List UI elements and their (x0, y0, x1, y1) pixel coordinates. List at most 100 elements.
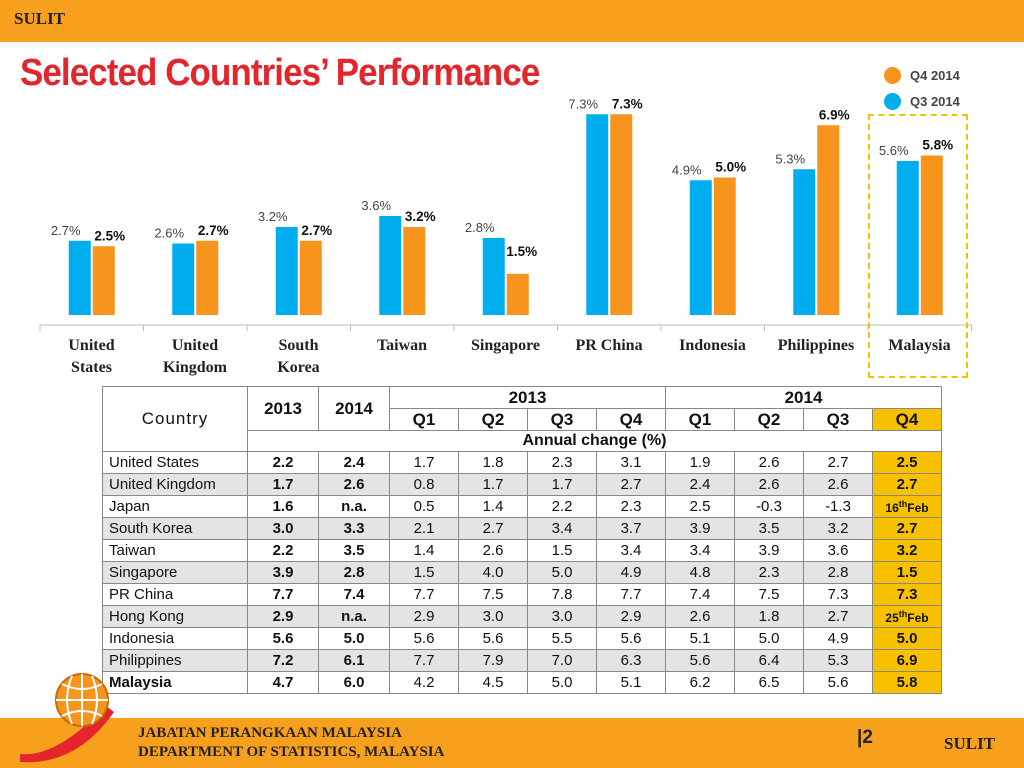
year-2014-header: 2014 (318, 386, 390, 431)
annual-2014-cell: n.a. (318, 605, 390, 628)
quarter-value-cell: 5.1 (665, 627, 735, 650)
quarter-value-cell: 2.8 (803, 561, 873, 584)
quarter-value-cell: 7.8 (527, 583, 597, 606)
bar-q3-2014 (379, 216, 402, 315)
quarter-value-cell: 1.7 (458, 473, 528, 496)
quarter-value-cell: 2.6 (458, 539, 528, 562)
q4-2014-cell: 2.7 (872, 517, 942, 540)
quarter-value-cell: 1.8 (458, 451, 528, 474)
quarter-value-cell: 1.8 (734, 605, 804, 628)
classification-label: SULIT (14, 9, 66, 28)
category-label: Taiwan (376, 337, 428, 354)
legend-label-q4: Q4 2014 (910, 67, 960, 83)
bar-q4-2014 (610, 114, 633, 315)
quarter-value-cell: 1.5 (389, 561, 459, 584)
legend-swatch-q4 (884, 66, 901, 84)
data-label-q4-2014: 5.8% (922, 138, 953, 153)
quarter-value-cell: 3.4 (665, 539, 735, 562)
department-name-english: DEPARTMENT OF STATISTICS, MALAYSIA (138, 744, 445, 760)
q4-2014-cell: 6.9 (872, 649, 942, 672)
data-label-q4-2014: 2.5% (94, 228, 125, 243)
quarter-value-cell: 6.4 (734, 649, 804, 672)
annual-2013-cell: 3.9 (247, 561, 319, 584)
quarter-value-cell: 2.2 (527, 495, 597, 518)
data-label-q3-2014: 2.8% (465, 220, 495, 235)
quarter-value-cell: 3.7 (596, 517, 666, 540)
category-labels: United States United Kingdom South Korea Taiwa… (0, 335, 1024, 385)
data-label-q3-2014: 4.9% (672, 162, 702, 177)
quarter-header: Q1 (665, 408, 735, 431)
quarter-value-cell: 3.6 (803, 539, 873, 562)
category-label: United States (68, 337, 115, 376)
quarter-value-cell: 5.3 (803, 649, 873, 672)
quarter-value-cell: -1.3 (803, 495, 873, 518)
quarter-header: Q1 (389, 408, 459, 431)
quarter-value-cell: 2.3 (734, 561, 804, 584)
bar-q3-2014 (275, 227, 298, 315)
country-cell: Indonesia (102, 627, 248, 650)
annual-2014-cell: 6.1 (318, 649, 390, 672)
quarter-value-cell: 2.7 (458, 517, 528, 540)
page-number: |2 (857, 727, 873, 748)
country-cell: Singapore (102, 561, 248, 584)
quarter-value-cell: 2.7 (803, 451, 873, 474)
quarter-value-cell: 1.4 (389, 539, 459, 562)
category-label: PR China (575, 337, 643, 354)
quarter-value-cell: 7.5 (458, 583, 528, 606)
q4-2014-cell: 3.2 (872, 539, 942, 562)
bar-q4-2014 (92, 246, 115, 315)
q4-2014-cell: 2.7 (872, 473, 942, 496)
quarter-value-cell: 7.3 (803, 583, 873, 606)
annual-2013-cell: 2.2 (247, 539, 319, 562)
table-row: United States 2.2 2.4 1.7 1.8 2.3 3.1 1.9 2.6 2.7… (102, 451, 942, 474)
legend-item-q4: Q4 2014 (884, 62, 960, 88)
annual-2013-cell: 2.9 (247, 605, 319, 628)
table-row: United Kingdom 1.7 2.6 0.8 1.7 1.7 2.7 2.4 2.6 2.… (102, 473, 942, 496)
quarter-header: Q2 (458, 408, 528, 431)
quarter-value-cell: 3.1 (596, 451, 666, 474)
bar-q3-2014 (896, 161, 919, 315)
annual-2014-cell: 2.8 (318, 561, 390, 584)
department-logo (20, 673, 114, 763)
q4-2014-cell: 5.0 (872, 627, 942, 650)
quarter-value-cell: 5.1 (596, 671, 666, 694)
quarter-value-cell: 5.6 (389, 627, 459, 650)
country-cell: Hong Kong (102, 605, 248, 628)
quarter-value-cell: 3.4 (527, 517, 597, 540)
quarter-value-cell: 4.5 (458, 671, 528, 694)
country-cell: Malaysia (102, 671, 248, 694)
bottom-banner (0, 718, 1024, 768)
data-label-q3-2014: 3.2% (258, 209, 288, 224)
bar-chart: 2.7% 2.5% 2.6% 2.7% 3.2% 2.7% 3.6% 3.2% 2.8% 1.5%… (39, 96, 972, 331)
malaysia-highlight-box (868, 114, 968, 378)
quarter-value-cell: 3.2 (803, 517, 873, 540)
quarter-value-cell: 5.6 (458, 627, 528, 650)
annual-2013-cell: 3.0 (247, 517, 319, 540)
category-label: Philippines (777, 337, 855, 354)
department-name: JABATAN PERANGKAAN MALAYSIA DEPARTMENT O… (138, 724, 444, 762)
quarter-value-cell: 2.1 (389, 517, 459, 540)
annual-2014-cell: 6.0 (318, 671, 390, 694)
quarter-value-cell: 3.9 (665, 517, 735, 540)
q4-2014-cell: 25thFeb (872, 605, 942, 628)
annual-2014-cell: 2.6 (318, 473, 390, 496)
q4-2014-cell: 2.5 (872, 451, 942, 474)
data-label-q4-2014: 6.9% (819, 107, 850, 122)
table-row: Indonesia 5.6 5.0 5.6 5.6 5.5 5.6 5.1 5.0 4.9 5.0 (102, 627, 942, 650)
quarter-value-cell: 5.0 (527, 671, 597, 694)
quarter-value-cell: 5.6 (665, 649, 735, 672)
annual-2013-cell: 5.6 (247, 627, 319, 650)
quarter-value-cell: 4.2 (389, 671, 459, 694)
q4-2014-cell: 16thFeb (872, 495, 942, 518)
table-row: Malaysia 4.7 6.0 4.2 4.5 5.0 5.1 6.2 6.5 5.6 5.8 (102, 671, 942, 694)
table-row: Hong Kong 2.9 n.a. 2.9 3.0 3.0 2.9 2.6 1.8 2.7 25t… (102, 605, 942, 628)
quarter-value-cell: 2.6 (665, 605, 735, 628)
table-row: Taiwan 2.2 3.5 1.4 2.6 1.5 3.4 3.4 3.9 3.6 3.2 (102, 539, 942, 562)
quarter-value-cell: 3.0 (527, 605, 597, 628)
bar-q4-2014 (196, 240, 219, 315)
quarter-value-cell: 7.0 (527, 649, 597, 672)
quarter-value-cell: 2.6 (734, 473, 804, 496)
data-label-q3-2014: 5.6% (879, 143, 909, 158)
bar-q4-2014 (817, 125, 840, 315)
country-header: Country (102, 386, 248, 452)
